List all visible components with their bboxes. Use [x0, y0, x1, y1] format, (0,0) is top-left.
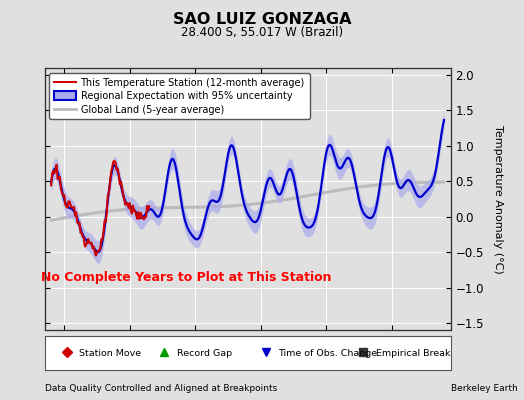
- Text: Berkeley Earth: Berkeley Earth: [451, 384, 517, 393]
- Text: SAO LUIZ GONZAGA: SAO LUIZ GONZAGA: [173, 12, 351, 28]
- Text: Data Quality Controlled and Aligned at Breakpoints: Data Quality Controlled and Aligned at B…: [45, 384, 277, 393]
- Text: No Complete Years to Plot at This Station: No Complete Years to Plot at This Statio…: [41, 271, 332, 284]
- Text: 28.400 S, 55.017 W (Brazil): 28.400 S, 55.017 W (Brazil): [181, 26, 343, 39]
- Text: Record Gap: Record Gap: [177, 348, 232, 358]
- Y-axis label: Temperature Anomaly (°C): Temperature Anomaly (°C): [494, 125, 504, 273]
- Text: Empirical Break: Empirical Break: [376, 348, 450, 358]
- Legend: This Temperature Station (12-month average), Regional Expectation with 95% uncer: This Temperature Station (12-month avera…: [49, 73, 310, 119]
- Text: Station Move: Station Move: [79, 348, 141, 358]
- Text: Time of Obs. Change: Time of Obs. Change: [278, 348, 377, 358]
